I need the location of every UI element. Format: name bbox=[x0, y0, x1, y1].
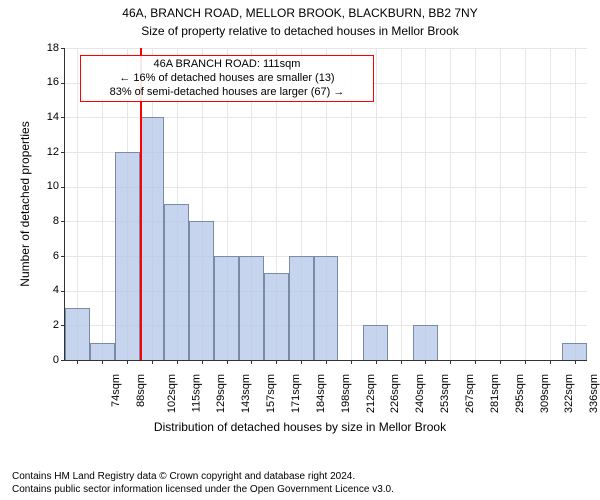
x-tick-label: 336sqm bbox=[588, 374, 600, 413]
y-tick-label: 8 bbox=[33, 215, 59, 227]
x-tick-label: 143sqm bbox=[240, 374, 252, 413]
gridline-v bbox=[425, 48, 426, 360]
annotation-line-3: 83% of semi-detached houses are larger (… bbox=[87, 86, 367, 100]
histogram-bar bbox=[115, 152, 140, 360]
x-tick-mark bbox=[575, 360, 576, 364]
x-tick-label: 171sqm bbox=[290, 374, 302, 413]
y-tick-mark bbox=[61, 187, 65, 188]
x-tick-mark bbox=[351, 360, 352, 364]
y-tick-mark bbox=[61, 221, 65, 222]
x-tick-mark bbox=[525, 360, 526, 364]
x-tick-label: 295sqm bbox=[514, 374, 526, 413]
histogram-bar bbox=[314, 256, 339, 360]
x-tick-label: 309sqm bbox=[539, 374, 551, 413]
x-tick-mark bbox=[152, 360, 153, 364]
gridline-v bbox=[500, 48, 501, 360]
y-tick-label: 10 bbox=[33, 180, 59, 192]
gridline-v bbox=[550, 48, 551, 360]
annotation-line-2: ← 16% of detached houses are smaller (13… bbox=[87, 72, 367, 86]
x-tick-mark bbox=[401, 360, 402, 364]
x-tick-label: 102sqm bbox=[166, 374, 178, 413]
y-tick-label: 18 bbox=[33, 42, 59, 54]
histogram-bar bbox=[239, 256, 264, 360]
x-tick-label: 281sqm bbox=[489, 374, 501, 413]
gridline-v bbox=[525, 48, 526, 360]
y-tick-mark bbox=[61, 291, 65, 292]
y-tick-label: 16 bbox=[33, 76, 59, 88]
y-tick-mark bbox=[61, 48, 65, 49]
histogram-bar bbox=[289, 256, 314, 360]
y-axis-label: Number of detached properties bbox=[18, 48, 32, 360]
x-tick-label: 226sqm bbox=[389, 374, 401, 413]
annotation-box: 46A BRANCH ROAD: 111sqm ← 16% of detache… bbox=[80, 55, 374, 102]
x-tick-mark bbox=[251, 360, 252, 364]
attribution-block: Contains HM Land Registry data © Crown c… bbox=[12, 471, 588, 496]
histogram-bar bbox=[413, 325, 438, 360]
x-tick-label: 157sqm bbox=[265, 374, 277, 413]
x-tick-label: 212sqm bbox=[365, 374, 377, 413]
x-tick-mark bbox=[127, 360, 128, 364]
y-tick-label: 12 bbox=[33, 146, 59, 158]
x-tick-label: 198sqm bbox=[340, 374, 352, 413]
x-tick-mark bbox=[326, 360, 327, 364]
y-tick-label: 0 bbox=[33, 354, 59, 366]
y-tick-mark bbox=[61, 83, 65, 84]
histogram-bar bbox=[214, 256, 239, 360]
x-tick-mark bbox=[202, 360, 203, 364]
x-tick-mark bbox=[301, 360, 302, 364]
x-tick-mark bbox=[177, 360, 178, 364]
x-tick-mark bbox=[77, 360, 78, 364]
histogram-bar bbox=[264, 273, 289, 360]
x-tick-mark bbox=[102, 360, 103, 364]
gridline-v bbox=[475, 48, 476, 360]
x-tick-mark bbox=[227, 360, 228, 364]
x-tick-mark bbox=[550, 360, 551, 364]
x-tick-label: 253sqm bbox=[439, 374, 451, 413]
x-tick-label: 88sqm bbox=[135, 374, 147, 407]
histogram-bar bbox=[90, 343, 115, 360]
x-tick-label: 74sqm bbox=[110, 374, 122, 407]
gridline-v bbox=[450, 48, 451, 360]
histogram-bar bbox=[164, 204, 189, 360]
x-tick-mark bbox=[276, 360, 277, 364]
y-tick-mark bbox=[61, 117, 65, 118]
page-root: 46A, BRANCH ROAD, MELLOR BROOK, BLACKBUR… bbox=[0, 0, 600, 500]
attribution-line-1: Contains HM Land Registry data © Crown c… bbox=[12, 471, 588, 484]
gridline-v bbox=[401, 48, 402, 360]
x-tick-label: 129sqm bbox=[215, 374, 227, 413]
histogram-bar bbox=[65, 308, 90, 360]
histogram-bar bbox=[562, 343, 587, 360]
y-tick-label: 6 bbox=[33, 250, 59, 262]
x-tick-mark bbox=[376, 360, 377, 364]
x-tick-mark bbox=[425, 360, 426, 364]
y-tick-label: 14 bbox=[33, 111, 59, 123]
x-tick-mark bbox=[500, 360, 501, 364]
chart-subtitle: Size of property relative to detached ho… bbox=[0, 24, 600, 38]
y-tick-mark bbox=[61, 256, 65, 257]
y-tick-mark bbox=[61, 360, 65, 361]
attribution-line-2: Contains public sector information licen… bbox=[12, 484, 588, 497]
histogram-bar bbox=[363, 325, 388, 360]
annotation-line-1: 46A BRANCH ROAD: 111sqm bbox=[87, 58, 367, 72]
x-tick-mark bbox=[450, 360, 451, 364]
gridline-v bbox=[376, 48, 377, 360]
x-tick-label: 240sqm bbox=[414, 374, 426, 413]
y-tick-label: 2 bbox=[33, 319, 59, 331]
histogram-bar bbox=[140, 117, 165, 360]
x-tick-mark bbox=[475, 360, 476, 364]
y-tick-mark bbox=[61, 152, 65, 153]
y-tick-label: 4 bbox=[33, 284, 59, 296]
x-tick-label: 184sqm bbox=[315, 374, 327, 413]
chart-title: 46A, BRANCH ROAD, MELLOR BROOK, BLACKBUR… bbox=[0, 6, 600, 20]
x-tick-label: 267sqm bbox=[464, 374, 476, 413]
gridline-v bbox=[575, 48, 576, 360]
x-tick-label: 322sqm bbox=[563, 374, 575, 413]
x-axis-caption: Distribution of detached houses by size … bbox=[0, 420, 600, 434]
x-tick-label: 115sqm bbox=[190, 374, 202, 412]
histogram-bar bbox=[189, 221, 214, 360]
